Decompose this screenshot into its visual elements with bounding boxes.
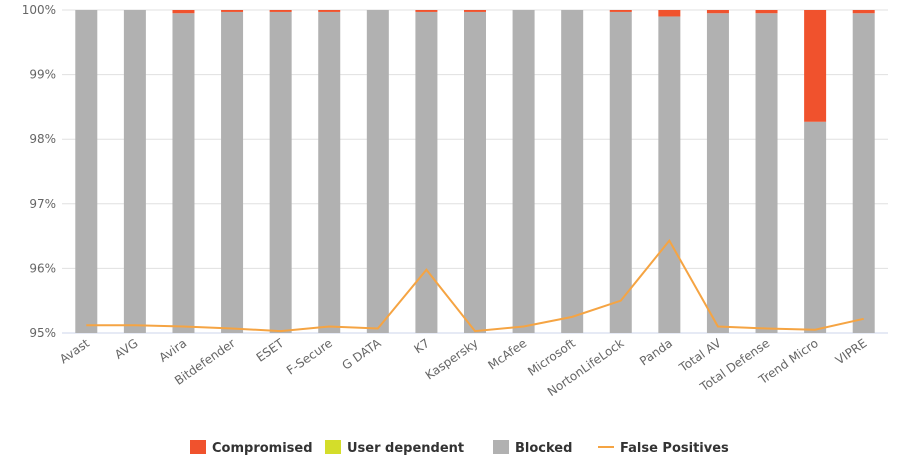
y-tick-label: 95% bbox=[29, 326, 56, 340]
bar-segment bbox=[755, 10, 778, 14]
bar-segment bbox=[464, 10, 486, 12]
legend-symbol bbox=[493, 440, 509, 454]
x-tick-label: AVG bbox=[112, 336, 140, 362]
legend-label: Blocked bbox=[515, 441, 572, 456]
bar-segment bbox=[609, 11, 632, 334]
bar-segment bbox=[804, 10, 827, 122]
legend-label: False Positives bbox=[620, 441, 729, 456]
bar-segment bbox=[269, 10, 292, 12]
y-tick-label: 97% bbox=[29, 197, 56, 211]
x-tick-label: ESET bbox=[254, 336, 287, 365]
legend-label: User dependent bbox=[347, 441, 464, 456]
bar-segment bbox=[123, 10, 146, 333]
bar-segment bbox=[706, 10, 729, 14]
bar-segment bbox=[318, 10, 341, 12]
bar-segment bbox=[658, 10, 681, 17]
bar-segment bbox=[512, 10, 535, 333]
x-tick-label: F-Secure bbox=[284, 336, 335, 378]
legend-label: Compromised bbox=[212, 441, 313, 456]
legend-symbol bbox=[190, 440, 206, 454]
bar-segment bbox=[609, 10, 632, 12]
x-tick-label: G DATA bbox=[339, 336, 384, 373]
x-tick-label: VIPRE bbox=[833, 336, 870, 367]
y-tick-label: 98% bbox=[29, 132, 56, 146]
x-tick-label: McAfee bbox=[485, 336, 529, 373]
bar-segment bbox=[561, 10, 584, 333]
line bbox=[86, 238, 864, 333]
bar-segment bbox=[318, 11, 341, 334]
bar-segment bbox=[221, 10, 244, 12]
bar-segment bbox=[464, 11, 486, 334]
bar-segment bbox=[658, 16, 681, 334]
bar-segment bbox=[415, 11, 438, 334]
bar-segment bbox=[269, 11, 292, 334]
bar-segment bbox=[804, 121, 827, 334]
x-tick-label: Kaspersky bbox=[423, 336, 481, 383]
x-tick-label: Avira bbox=[156, 336, 189, 365]
bar-segment bbox=[366, 10, 389, 333]
bar-segment bbox=[415, 10, 438, 12]
y-tick-label: 99% bbox=[29, 68, 56, 82]
y-tick-label: 100% bbox=[22, 3, 56, 17]
bar-segment bbox=[172, 13, 195, 333]
bar-segment bbox=[852, 10, 875, 14]
x-tick-label: K7 bbox=[411, 336, 432, 356]
x-tick-label: Avast bbox=[57, 336, 92, 367]
bar-segment bbox=[755, 13, 778, 333]
y-tick-label: 96% bbox=[29, 261, 56, 275]
bar-segment bbox=[221, 11, 244, 334]
bar-segment bbox=[852, 13, 875, 333]
bar-segment bbox=[75, 10, 98, 333]
bar-segment bbox=[706, 13, 729, 333]
x-tick-label: Panda bbox=[637, 336, 675, 368]
bar-segment bbox=[172, 10, 195, 14]
legend-symbol bbox=[325, 440, 341, 454]
